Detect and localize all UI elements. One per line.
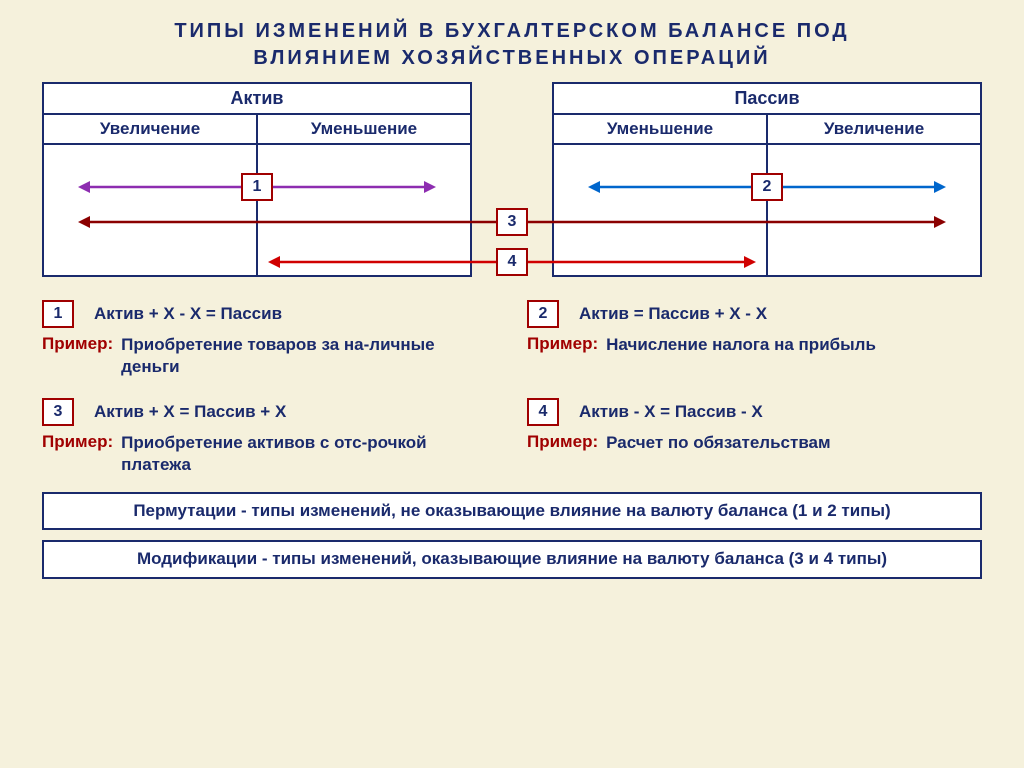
numbox-4: 4 [496, 248, 528, 276]
example-text-2: Начисление налога на прибыль [606, 334, 876, 356]
type-num-2: 2 [527, 300, 559, 328]
def-permutations: Пермутации - типы изменений, не оказываю… [42, 492, 982, 530]
numbox-1: 1 [241, 173, 273, 201]
title-line1: ТИПЫ ИЗМЕНЕНИЙ В БУХГАЛТЕРСКОМ БАЛАНСЕ П… [174, 20, 849, 42]
table-liability-header: Пассив [554, 84, 980, 115]
page-title: ТИПЫ ИЗМЕНЕНИЙ В БУХГАЛТЕРСКОМ БАЛАНСЕ П… [0, 0, 1024, 82]
example-label-4: Пример: [527, 432, 598, 452]
types-grid: 1 Актив + Х - Х = Пассив Пример: Приобре… [42, 300, 982, 476]
type-formula-3: Актив + Х = Пассив + Х [94, 402, 286, 422]
def-modifications: Модификации - типы изменений, оказывающи… [42, 540, 982, 578]
example-text-4: Расчет по обязательствам [606, 432, 830, 454]
type-block-4: 4 Актив - Х = Пассив - Х Пример: Расчет … [527, 398, 982, 476]
type-num-3: 3 [42, 398, 74, 426]
type-block-1: 1 Актив + Х - Х = Пассив Пример: Приобре… [42, 300, 497, 378]
type-num-1: 1 [42, 300, 74, 328]
example-label-2: Пример: [527, 334, 598, 354]
type-block-2: 2 Актив = Пассив + Х - Х Пример: Начисле… [527, 300, 982, 378]
diagram-area: Актив Увеличение Уменьшение Пассив Умень… [42, 82, 982, 292]
asset-col-increase: Увеличение [44, 115, 258, 143]
type-block-3: 3 Актив + Х = Пассив + Х Пример: Приобре… [42, 398, 497, 476]
type-formula-2: Актив = Пассив + Х - Х [579, 304, 767, 324]
example-text-3: Приобретение активов с отс-рочкой платеж… [121, 432, 497, 476]
example-label-3: Пример: [42, 432, 113, 452]
table-asset-header: Актив [44, 84, 470, 115]
asset-col-decrease: Уменьшение [258, 115, 470, 143]
liability-col-decrease: Уменьшение [554, 115, 768, 143]
example-label-1: Пример: [42, 334, 113, 354]
example-text-1: Приобретение товаров за на-личные деньги [121, 334, 497, 378]
numbox-2: 2 [751, 173, 783, 201]
type-formula-1: Актив + Х - Х = Пассив [94, 304, 282, 324]
liability-col-increase: Увеличение [768, 115, 980, 143]
type-formula-4: Актив - Х = Пассив - Х [579, 402, 763, 422]
numbox-3: 3 [496, 208, 528, 236]
type-num-4: 4 [527, 398, 559, 426]
title-line2: ВЛИЯНИЕМ ХОЗЯЙСТВЕННЫХ ОПЕРАЦИЙ [253, 47, 770, 69]
definitions: Пермутации - типы изменений, не оказываю… [42, 492, 982, 578]
